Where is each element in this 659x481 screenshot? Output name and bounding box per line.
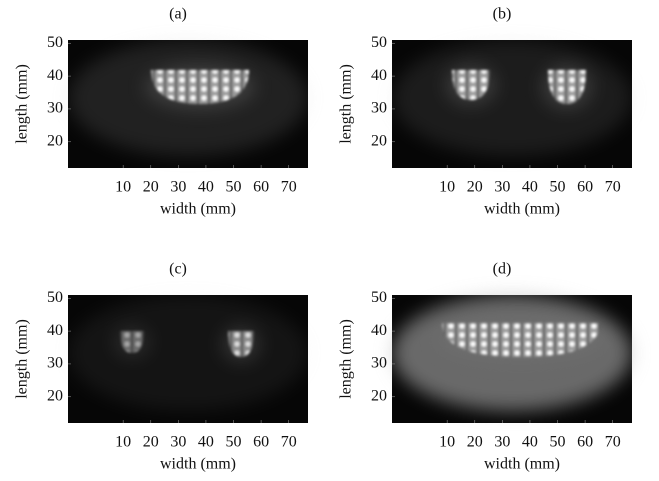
y-tick-label: 30 [47, 355, 63, 372]
x-tick-label: 40 [198, 434, 214, 451]
x-tick-label: 20 [143, 179, 159, 196]
y-axis-label: length (mm) [14, 64, 31, 144]
x-tick-label: 60 [577, 434, 593, 451]
x-tick-label: 10 [439, 434, 455, 451]
y-tick-label: 40 [47, 322, 63, 339]
panel: (d) width (mm) length (mm) 10 20 30 40 50 60 70 20… [338, 261, 632, 473]
x-tick-label: 70 [605, 434, 621, 451]
panel-title: (d) [493, 261, 512, 278]
y-tick-label: 40 [47, 67, 63, 84]
y-tick-label: 50 [47, 289, 63, 306]
x-tick-label: 20 [467, 434, 483, 451]
x-tick-label: 10 [115, 434, 131, 451]
x-tick-label: 50 [550, 179, 566, 196]
image [68, 295, 308, 423]
x-tick-label: 30 [494, 434, 510, 451]
x-tick-label: 70 [605, 179, 621, 196]
x-tick-label: 40 [522, 179, 538, 196]
image [392, 40, 632, 168]
y-axis-label: length (mm) [14, 319, 31, 399]
glow [68, 295, 308, 411]
x-tick-label: 20 [143, 434, 159, 451]
x-tick-label: 30 [494, 179, 510, 196]
x-tick-label: 30 [170, 179, 186, 196]
image [68, 40, 308, 168]
panel-title: (a) [169, 6, 187, 23]
image [392, 295, 632, 423]
y-tick-label: 20 [47, 387, 63, 404]
x-tick-label: 50 [226, 179, 242, 196]
x-tick-label: 50 [226, 434, 242, 451]
y-tick-label: 50 [371, 289, 387, 306]
x-tick-label: 10 [439, 179, 455, 196]
x-tick-label: 10 [115, 179, 131, 196]
x-tick-label: 40 [522, 434, 538, 451]
y-axis-label: length (mm) [338, 64, 355, 144]
panel: (b) width (mm) length (mm) 10 20 30 40 50 60 70 20… [338, 6, 632, 218]
y-tick-label: 30 [371, 355, 387, 372]
y-tick-label: 30 [47, 100, 63, 117]
panel-title: (c) [169, 261, 187, 278]
figure: (a) width (mm) length (mm) 10 20 30 40 50 60 70 20… [0, 0, 659, 481]
y-axis-label: length (mm) [338, 319, 355, 399]
x-tick-label: 60 [253, 179, 269, 196]
x-tick-label: 30 [170, 434, 186, 451]
x-tick-label: 20 [467, 179, 483, 196]
y-tick-label: 50 [47, 34, 63, 51]
x-tick-label: 70 [281, 179, 297, 196]
x-axis-label: width (mm) [160, 456, 236, 473]
x-tick-label: 60 [253, 434, 269, 451]
y-tick-label: 20 [371, 132, 387, 149]
y-tick-label: 20 [371, 387, 387, 404]
y-tick-label: 20 [47, 132, 63, 149]
panel-title: (b) [493, 6, 512, 23]
y-tick-label: 50 [371, 34, 387, 51]
y-tick-label: 30 [371, 100, 387, 117]
glow [392, 40, 632, 156]
x-tick-label: 70 [281, 434, 297, 451]
x-tick-label: 60 [577, 179, 593, 196]
x-tick-label: 50 [550, 434, 566, 451]
panel: (c) width (mm) length (mm) 10 20 30 40 50 60 70 20… [14, 261, 308, 473]
x-axis-label: width (mm) [484, 201, 560, 218]
x-tick-label: 40 [198, 179, 214, 196]
panel: (a) width (mm) length (mm) 10 20 30 40 50 60 70 20… [14, 6, 308, 218]
y-tick-label: 40 [371, 67, 387, 84]
x-axis-label: width (mm) [484, 456, 560, 473]
y-tick-label: 40 [371, 322, 387, 339]
x-axis-label: width (mm) [160, 201, 236, 218]
